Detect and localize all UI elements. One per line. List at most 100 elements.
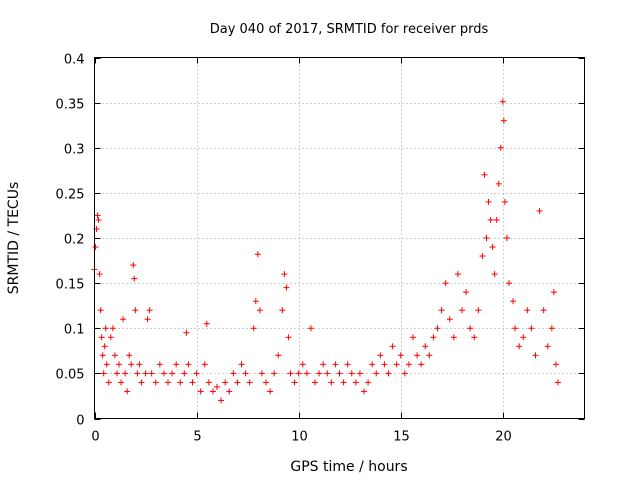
data-point <box>107 334 114 341</box>
data-point <box>422 343 429 350</box>
data-point <box>203 320 210 327</box>
data-point <box>97 307 104 314</box>
data-point <box>279 307 286 314</box>
data-point <box>365 379 372 386</box>
data-point <box>328 379 335 386</box>
data-point <box>234 379 241 386</box>
data-point <box>124 388 131 395</box>
data-point <box>544 343 551 350</box>
data-point <box>246 379 253 386</box>
data-point <box>475 307 482 314</box>
data-points <box>91 98 561 404</box>
data-point <box>185 361 192 368</box>
data-point <box>156 361 163 368</box>
data-point <box>130 262 137 269</box>
data-point <box>134 370 141 377</box>
data-point <box>554 379 561 386</box>
data-point <box>201 361 208 368</box>
data-point <box>258 370 265 377</box>
data-point <box>222 379 229 386</box>
data-point <box>324 370 331 377</box>
data-point <box>126 352 133 359</box>
y-tick-label: 0.05 <box>56 368 85 383</box>
x-tick-label: 15 <box>393 430 410 445</box>
data-point <box>205 379 212 386</box>
y-tick-label: 0.35 <box>56 98 85 113</box>
data-point <box>454 271 461 278</box>
data-point <box>479 253 486 260</box>
data-point <box>267 388 274 395</box>
y-tick-label: 0.3 <box>64 143 85 158</box>
data-point <box>510 298 517 305</box>
data-point <box>214 383 220 390</box>
data-point <box>320 361 327 368</box>
data-point <box>552 361 559 368</box>
data-point <box>193 370 200 377</box>
x-axis-ticks: 0 5 10 15 20 <box>91 57 512 445</box>
data-point <box>189 379 196 386</box>
data-point <box>410 334 416 341</box>
data-point <box>226 388 233 395</box>
data-point <box>550 289 557 296</box>
data-point <box>450 334 457 341</box>
data-point <box>397 352 404 359</box>
data-point <box>336 370 343 377</box>
data-point <box>426 352 433 359</box>
data-point <box>111 352 118 359</box>
data-point <box>532 352 539 359</box>
data-point <box>256 307 263 314</box>
data-point <box>181 370 188 377</box>
data-point <box>128 361 135 368</box>
data-point <box>501 198 508 205</box>
data-point <box>165 379 171 386</box>
data-point <box>144 316 151 323</box>
data-point <box>283 284 290 291</box>
data-point <box>242 370 249 377</box>
y-tick-label: 0.25 <box>56 188 85 203</box>
data-point <box>405 361 412 368</box>
data-point <box>414 352 421 359</box>
data-point <box>281 271 288 278</box>
data-point <box>118 379 125 386</box>
x-tick-label: 20 <box>495 430 512 445</box>
data-point <box>340 379 347 386</box>
data-point <box>295 370 302 377</box>
data-point <box>524 307 531 314</box>
data-point <box>377 352 384 359</box>
data-point <box>352 379 359 386</box>
data-point <box>356 370 363 377</box>
data-point <box>252 298 259 305</box>
data-point <box>499 98 506 105</box>
data-point <box>160 370 167 377</box>
data-point <box>103 361 110 368</box>
data-point <box>136 361 143 368</box>
data-point <box>467 325 474 332</box>
y-tick-label: 0.4 <box>64 53 85 68</box>
data-point <box>183 329 190 336</box>
chart-title: Day 040 of 2017, SRMTID for receiver prd… <box>210 22 489 37</box>
data-point <box>548 325 555 332</box>
data-point <box>92 244 99 251</box>
data-point <box>489 244 496 251</box>
x-tick-label: 5 <box>193 430 201 445</box>
data-point <box>446 316 453 323</box>
data-point <box>96 271 103 278</box>
data-point <box>485 198 492 205</box>
data-point <box>528 325 535 332</box>
data-point <box>516 343 523 350</box>
data-point <box>307 325 314 332</box>
data-point <box>332 361 339 368</box>
data-point <box>344 361 351 368</box>
x-tick-label: 0 <box>91 430 99 445</box>
data-point <box>389 343 396 350</box>
data-point <box>291 379 298 386</box>
data-point <box>218 397 225 404</box>
data-point <box>116 361 122 368</box>
x-tick-label: 10 <box>291 430 308 445</box>
data-point <box>361 388 367 395</box>
y-axis-title: SRMTID / TECUs <box>6 182 22 295</box>
data-point <box>109 325 116 332</box>
data-point <box>169 370 176 377</box>
data-point <box>99 352 106 359</box>
data-point <box>263 379 269 386</box>
